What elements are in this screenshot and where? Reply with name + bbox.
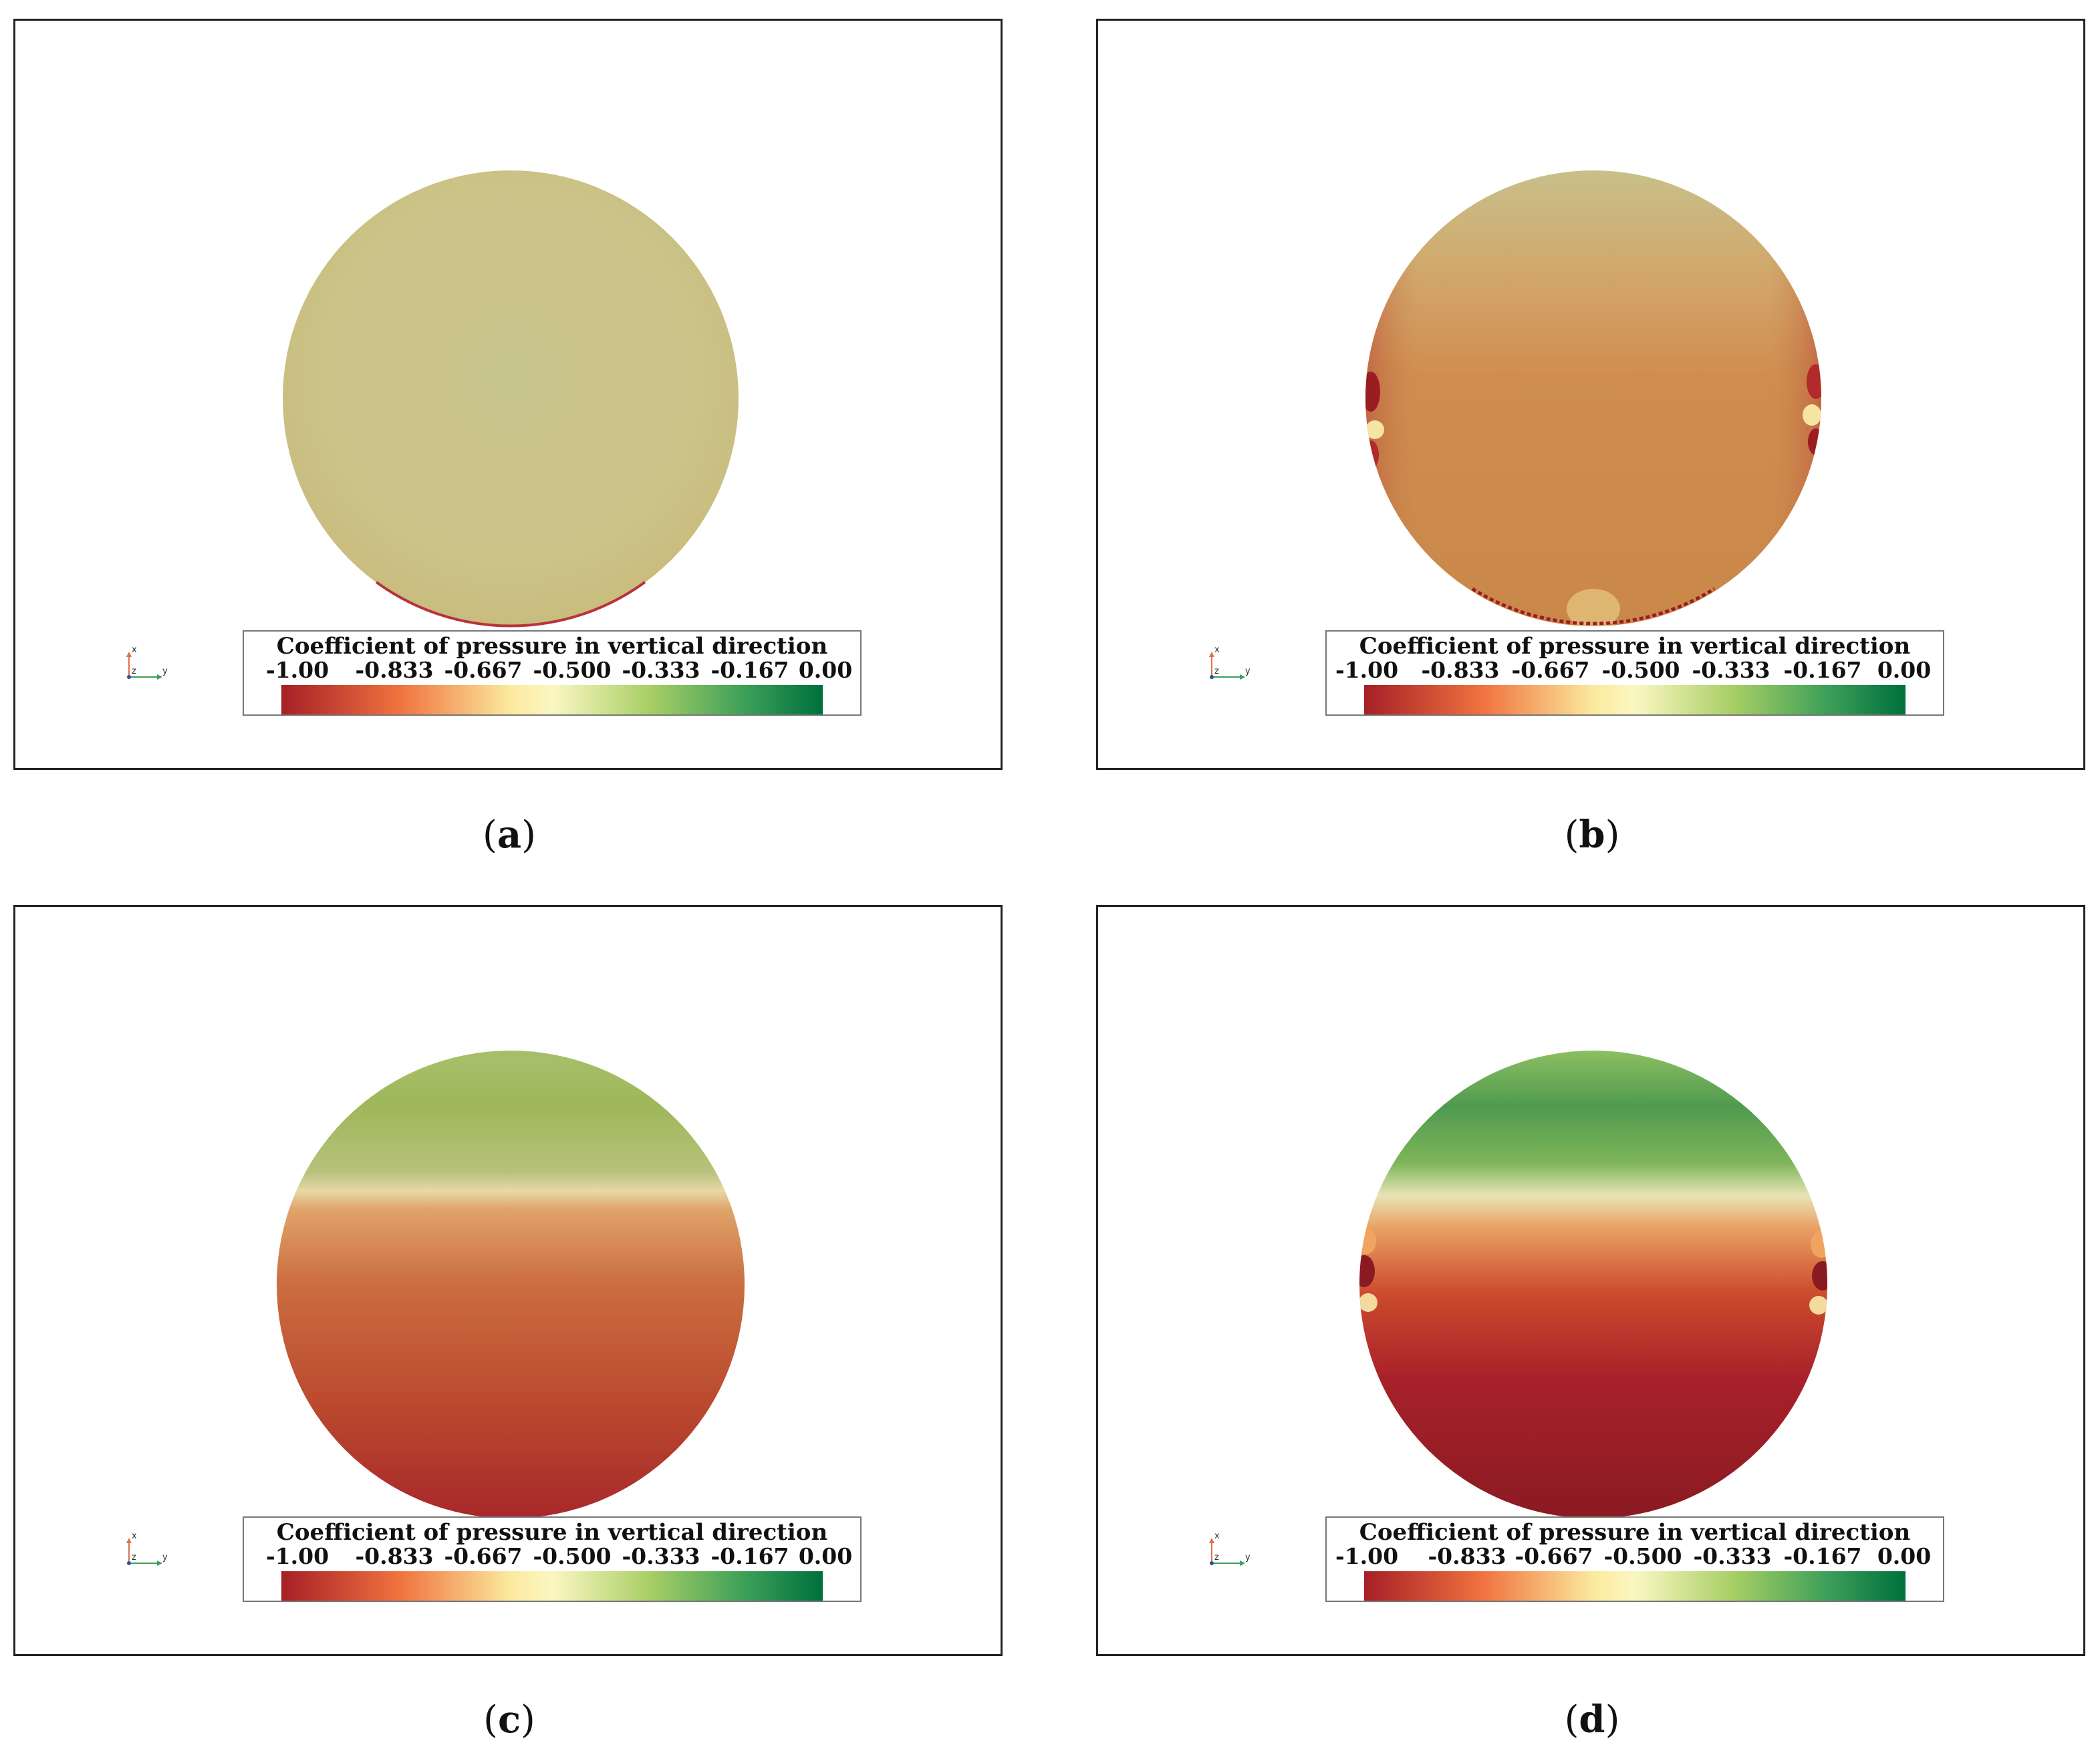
- tick-label: -0.500: [533, 1543, 612, 1569]
- disc-c: [277, 1051, 745, 1518]
- legend-ticks: -1.00 -0.833 -0.667 -0.500 -0.333 -0.167…: [1327, 657, 1943, 684]
- disc-d: [1359, 1051, 1827, 1518]
- axis-x-label: x: [132, 1531, 137, 1541]
- pressure-field-b: [1365, 170, 1821, 626]
- panel-a: x z y Coefficient of pressure in vertica…: [13, 19, 1003, 770]
- legend-title: Coefficient of pressure in vertical dire…: [1359, 1519, 1911, 1546]
- panel-b: x z y Coefficient of pressure in vertica…: [1096, 19, 2085, 770]
- axis-x-label: x: [1214, 645, 1220, 655]
- tick-label: -0.333: [1693, 1543, 1772, 1569]
- color-scale-bar: [281, 685, 823, 714]
- legend-title: Coefficient of pressure in vertical dire…: [276, 1519, 828, 1546]
- tick-label: -1.00: [1335, 1543, 1399, 1569]
- legend-ticks: -1.00 -0.833 -0.667 -0.500 -0.333 -0.167…: [1327, 1543, 1943, 1570]
- tick-label: 0.00: [1877, 1543, 1932, 1569]
- tick-label: -0.500: [1601, 657, 1680, 683]
- pressure-field-d: [1359, 1051, 1827, 1518]
- color-legend: Coefficient of pressure in vertical dire…: [243, 1516, 862, 1602]
- legend-title: Coefficient of pressure in vertical dire…: [276, 633, 828, 660]
- tick-label: -1.00: [265, 1543, 330, 1569]
- caption-d: (d): [1564, 1698, 1620, 1742]
- axes-triad: x z y: [122, 636, 176, 689]
- axes-triad: x z y: [1205, 1522, 1259, 1575]
- axes-triad: x z y: [1205, 636, 1259, 689]
- tick-label: -0.833: [355, 1543, 434, 1569]
- axis-x-label: x: [1214, 1531, 1220, 1541]
- tick-label: -0.333: [1692, 657, 1770, 683]
- tick-label: -0.667: [1515, 1543, 1593, 1569]
- axis-y-label: y: [1245, 1552, 1251, 1563]
- axis-z-label: z: [132, 666, 136, 676]
- axis-y-label: y: [162, 1552, 168, 1563]
- legend-ticks: -1.00 -0.833 -0.667 -0.500 -0.333 -0.167…: [244, 657, 860, 684]
- caption-a: (a): [482, 813, 536, 857]
- tick-label: -1.00: [1335, 657, 1399, 683]
- axis-z-label: z: [1214, 1552, 1219, 1563]
- panel-d: x z y Coefficient of pressure in vertica…: [1096, 905, 2085, 1656]
- tick-label: -0.333: [622, 1543, 700, 1569]
- color-legend: Coefficient of pressure in vertical dire…: [1325, 1516, 1944, 1602]
- color-legend: Coefficient of pressure in vertical dire…: [1325, 630, 1944, 716]
- tick-label: -0.833: [355, 657, 434, 683]
- axis-y-label: y: [162, 666, 168, 676]
- tick-label: -0.667: [444, 1543, 523, 1569]
- legend-title: Coefficient of pressure in vertical dire…: [1359, 633, 1911, 660]
- tick-label: -0.167: [1783, 1543, 1862, 1569]
- color-scale-bar: [1364, 1571, 1906, 1601]
- disc-a: [283, 170, 739, 626]
- tick-label: -0.833: [1428, 1543, 1506, 1569]
- panel-c: x z y Coefficient of pressure in vertica…: [13, 905, 1003, 1656]
- tick-label: -0.167: [1783, 657, 1862, 683]
- color-scale-bar: [1364, 685, 1906, 714]
- axis-x-label: x: [132, 645, 137, 655]
- tick-label: -0.167: [710, 1543, 789, 1569]
- legend-ticks: -1.00 -0.833 -0.667 -0.500 -0.333 -0.167…: [244, 1543, 860, 1570]
- tick-label: -0.500: [533, 657, 612, 683]
- tick-label: -0.333: [622, 657, 700, 683]
- caption-c: (c): [483, 1698, 535, 1742]
- tick-label: 0.00: [798, 1543, 853, 1569]
- tick-label: -1.00: [265, 657, 330, 683]
- pressure-field-c: [277, 1051, 745, 1518]
- color-scale-bar: [281, 1571, 823, 1601]
- axis-z-label: z: [132, 1552, 136, 1563]
- axis-z-label: z: [1214, 666, 1219, 676]
- tick-label: -0.167: [710, 657, 789, 683]
- axis-y-label: y: [1245, 666, 1251, 676]
- color-legend: Coefficient of pressure in vertical dire…: [243, 630, 862, 716]
- axes-triad: x z y: [122, 1522, 176, 1575]
- tick-label: -0.667: [444, 657, 523, 683]
- tick-label: 0.00: [1877, 657, 1932, 683]
- tick-label: -0.667: [1511, 657, 1590, 683]
- pressure-field-a: [283, 170, 739, 628]
- caption-b: (b): [1564, 813, 1620, 857]
- tick-label: -0.833: [1421, 657, 1500, 683]
- tick-label: -0.500: [1603, 1543, 1682, 1569]
- tick-label: 0.00: [798, 657, 853, 683]
